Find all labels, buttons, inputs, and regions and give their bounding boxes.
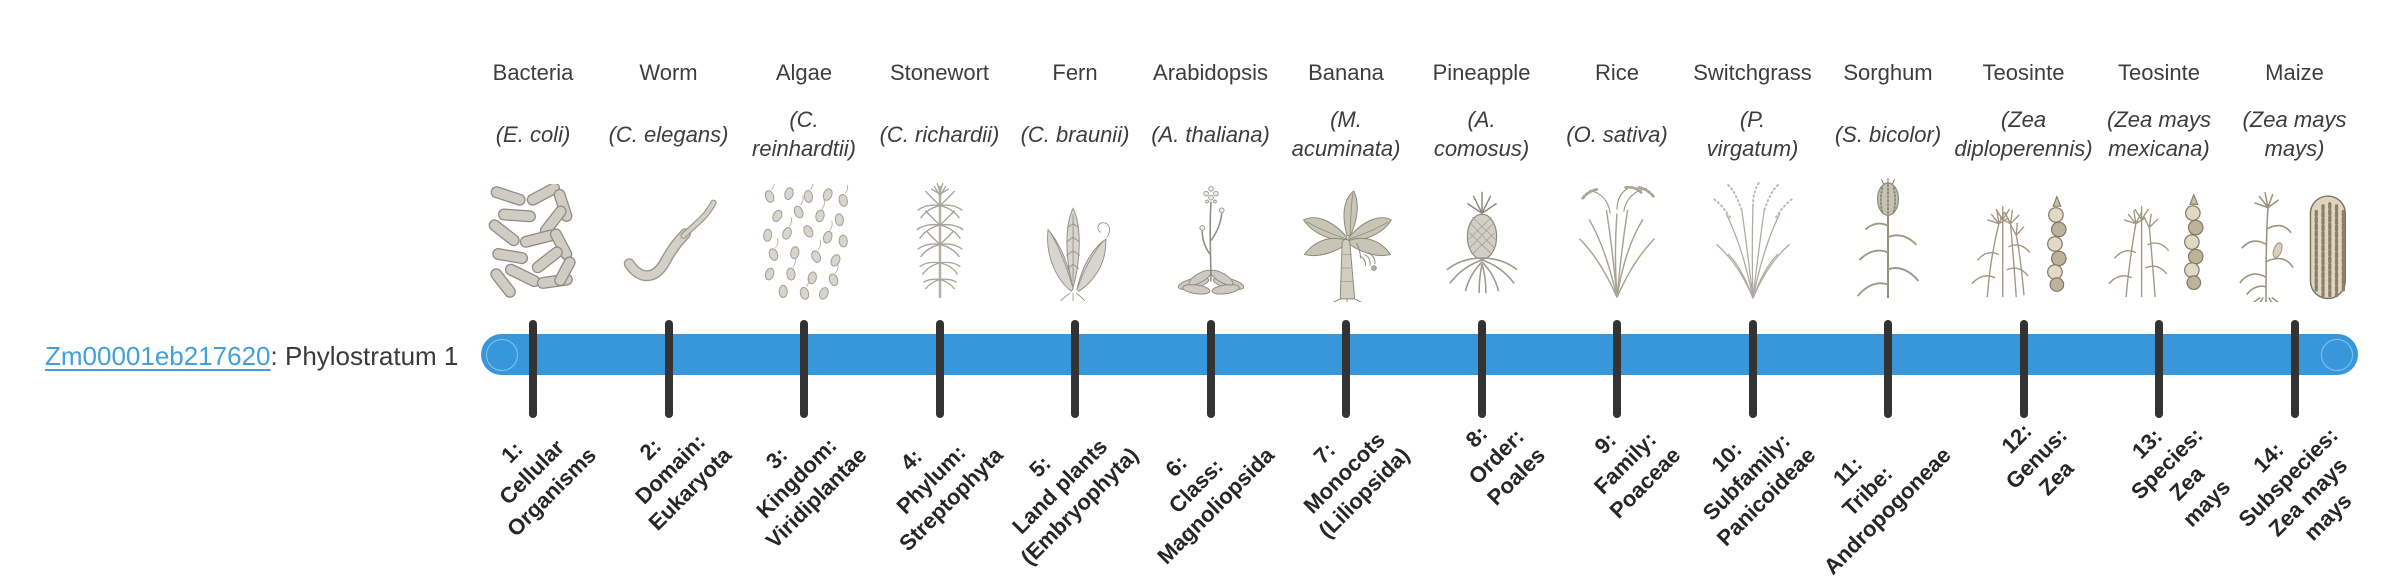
worm-icon [601,176,737,302]
organism-name: Banana [1308,60,1384,85]
fern-icon [1007,176,1143,302]
stage-label-text: 7: Monocots (Liliopsida) [1273,402,1415,544]
stage-label-text: 8: Order: Poales [1441,402,1551,512]
stage-label-text: 12: Genus: Zea [1980,402,2093,515]
timeline-tick [1748,320,1757,418]
organism-name: Pineapple [1432,60,1531,85]
timeline-tick [1342,320,1350,418]
organism-name: Arabidopsis [1153,60,1268,85]
teosinte-mexicana-icon [2091,176,2227,302]
scientific-name-line: diploperennis) [1954,136,2093,161]
scientific-name-line: (O. sativa) [1566,121,1668,147]
stage-label-text: 13: Species: Zea mays [2105,402,2248,545]
timeline-tick [664,320,673,418]
scientific-name-line: (C. elegans) [608,121,729,147]
banana-icon [1278,176,1414,302]
timeline-tick [2019,320,2028,418]
timeline-tick [1613,320,1621,418]
switchgrass-icon [1685,176,1821,302]
scientific-name-line: reinhardtii) [752,136,856,161]
timeline-tick [2290,320,2299,418]
organism-name: Fern [1052,60,1098,85]
stage-label-text: 1: Cellular Organisms [462,402,603,543]
organism-name: Stonewort [889,60,990,85]
bacteria-icon [465,176,601,302]
organism-scientific-name: (C. braunii) [1000,102,1150,166]
organism-scientific-name: (C. elegans) [594,102,744,166]
organism-scientific-name: (O. sativa) [1542,102,1692,166]
organism-name: Teosinte [1982,60,2065,85]
organism-name: Bacteria [492,60,574,85]
organism-scientific-name: (Zea mays mays) [2220,102,2370,166]
rice-icon [1549,176,1685,302]
scientific-name-line: (Zea [2000,107,2047,132]
scientific-name-line: (A. [1467,107,1496,132]
stage-label-text: 11: Tribe: Andropogoneae [1779,402,1958,580]
maize-icon [2227,176,2363,302]
organism-name: Maize [2265,60,2324,85]
scientific-name-line: virgatum) [1706,136,1799,161]
organism-scientific-name: (E. coli) [458,102,608,166]
gene-label: Zm00001eb217620: Phylostratum 1 [45,340,458,372]
scientific-name-line: (M. [1330,107,1362,132]
organism-name: Rice [1594,60,1639,85]
timeline-tick [800,320,808,418]
scientific-name-line: mays) [2264,136,2325,161]
scientific-name-line: (Zea mays [2242,107,2347,132]
timeline-tick [1884,320,1892,418]
organism-name: Teosinte [2118,60,2200,85]
pineapple-icon [1414,176,1550,302]
organism-scientific-name: (M. acuminata) [1271,102,1421,166]
organism-scientific-name: (A. thaliana) [1136,102,1286,166]
stage-label-text: 6: Class: Magnoliopsida [1112,402,1280,570]
stonewort-icon [872,176,1008,302]
stage-label-text: 14: Subspecies: Zea mays mays [2213,402,2384,573]
timeline-bar [481,334,2358,375]
scientific-name-line: (E. coli) [495,121,571,147]
scientific-name-line: acuminata) [1291,136,1401,161]
scientific-name-line: (C. braunii) [1020,121,1130,147]
scientific-name-line: (S. bicolor) [1834,121,1942,147]
scientific-name-line: (A. thaliana) [1151,121,1270,147]
organism-scientific-name: (C. reinhardtii) [729,102,879,166]
organism-scientific-name: (P. virgatum) [1678,102,1828,166]
algae-icon [736,176,872,302]
organism-scientific-name: (C. richardii) [865,102,1015,166]
timeline-tick [2155,320,2163,418]
organism-scientific-name: (Zea mays mexicana) [2084,102,2234,166]
timeline-tick [1071,320,1079,418]
timeline-tick [1477,320,1486,418]
scientific-name-line: (Zea mays [2107,107,2211,132]
scientific-name-line: (C. [789,107,819,132]
scientific-name-line: (C. richardii) [879,121,1000,147]
scientific-name-line: mexicana) [2108,136,2210,161]
timeline-tick [1206,320,1215,418]
organism-scientific-name: (Zea diploperennis) [1949,102,2099,166]
organism-scientific-name: (A. comosus) [1407,102,1557,166]
stage-label-text: 2: Domain: Eukaryota [603,402,738,537]
scientific-name-line: (P. [1739,107,1766,132]
gene-link[interactable]: Zm00001eb217620 [45,341,271,371]
stage-label-text: 4: Phylum: Streptophyta [854,402,1009,557]
teosinte-diploperennis-icon [1956,176,2092,302]
timeline-tick [529,320,537,418]
timeline-tick [935,320,944,418]
organism-scientific-name: (S. bicolor) [1813,102,1963,166]
organism-name: Algae [775,60,833,85]
stage-label-text: 3: Kingdom: Viridiplantae [721,402,873,554]
arabidopsis-icon [1143,176,1279,302]
stage-label-text: 5: Land plants (Embryophyta) [975,402,1144,571]
organism-name: Worm [639,60,698,85]
organism-name: Sorghum [1843,60,1933,85]
sorghum-icon [1820,176,1956,302]
scientific-name-line: comosus) [1433,136,1530,161]
phylostratum-text: : Phylostratum 1 [270,341,459,371]
organism-name: Switchgrass [1693,60,1812,85]
stage-label-text: 9: Family: Poaceae [1564,402,1687,525]
